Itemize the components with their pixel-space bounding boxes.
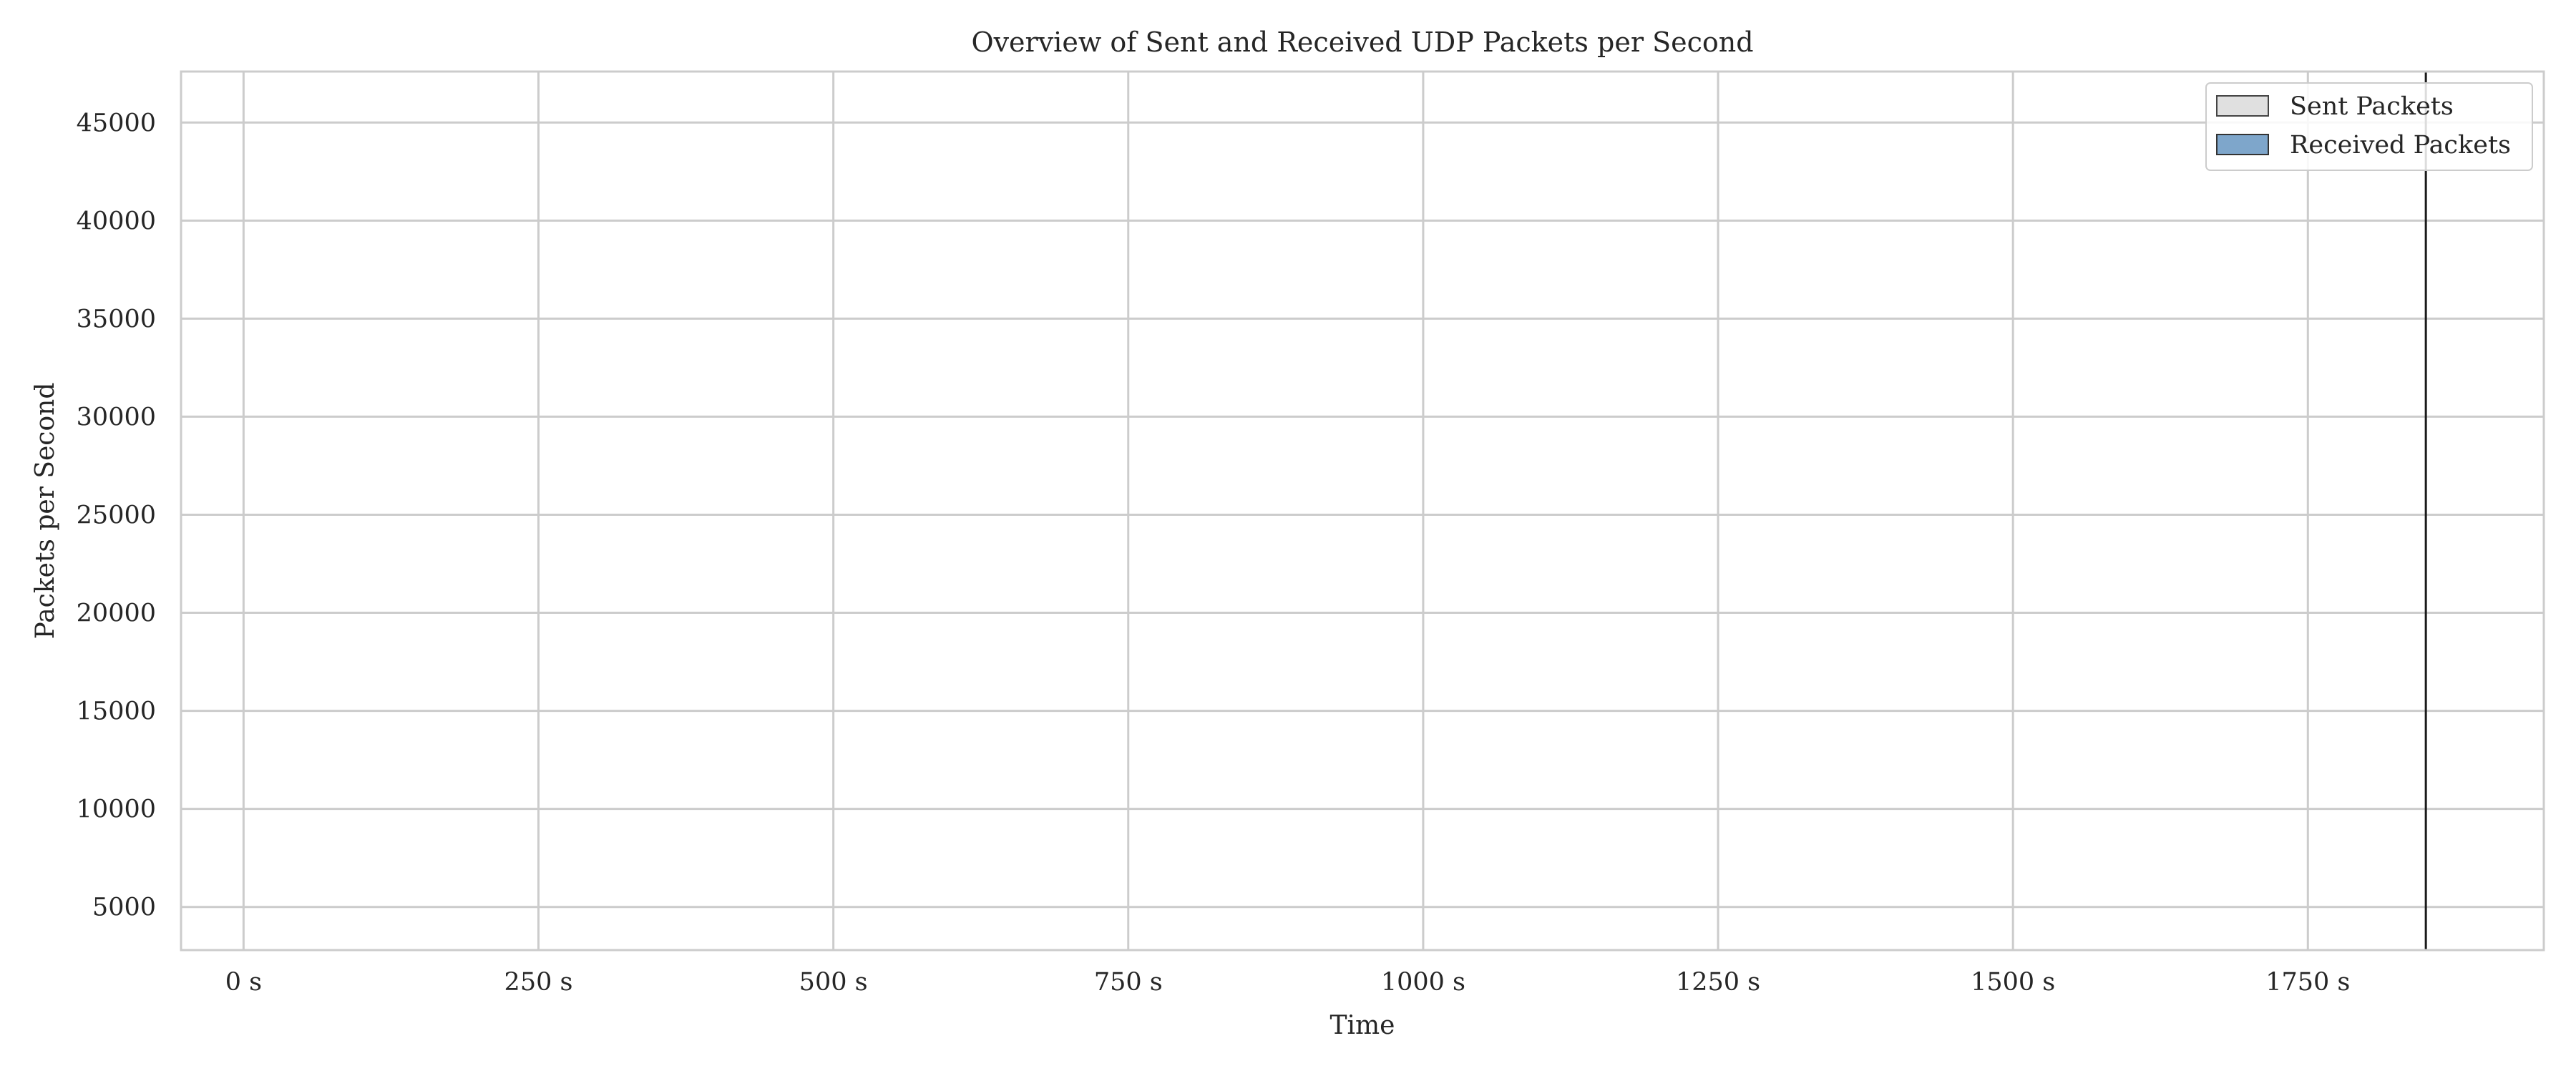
y-tick-label: 30000 [77,403,156,431]
x-tick-label: 1000 s [1381,968,1465,997]
grid-lines [181,72,2544,950]
x-tick-label: 1250 s [1676,968,1760,997]
y-tick-label: 20000 [77,600,156,628]
y-tick-label: 45000 [77,109,156,137]
x-tick-label: 750 s [1094,968,1163,997]
legend: Sent Packets Received Packets [2205,82,2533,171]
y-tick-label: 10000 [77,796,156,824]
y-tick-label: 5000 [92,894,156,922]
x-tick-label: 0 s [225,968,262,997]
y-tick-label: 35000 [77,305,156,333]
legend-frame [2205,82,2533,171]
y-tick-label: 40000 [77,207,156,235]
plot-frame [180,70,2545,952]
y-tick-label: 25000 [77,501,156,529]
legend-swatch-received [2216,134,2269,155]
x-tick-label: 1500 s [1971,968,2055,997]
chart-title: Overview of Sent and Received UDP Packet… [971,26,1753,58]
x-tick-label: 1750 s [2265,968,2350,997]
x-tick-label: 250 s [504,968,573,997]
legend-swatch-sent [2216,95,2269,117]
x-axis-label: Time [1330,1011,1395,1040]
y-tick-label: 15000 [77,698,156,726]
y-tick-labels: 5000 10000 15000 20000 25000 30000 35000 40000 4… [77,109,156,921]
y-axis-label: Packets per Second [31,383,60,640]
x-tick-labels: 0 s 250 s 500 s 750 s 1000 s 1250 s 1500 s 1750… [225,968,2351,997]
legend-label-sent: Sent Packets [2290,92,2454,121]
x-tick-label: 500 s [799,968,868,997]
legend-label-received: Received Packets [2290,131,2511,160]
